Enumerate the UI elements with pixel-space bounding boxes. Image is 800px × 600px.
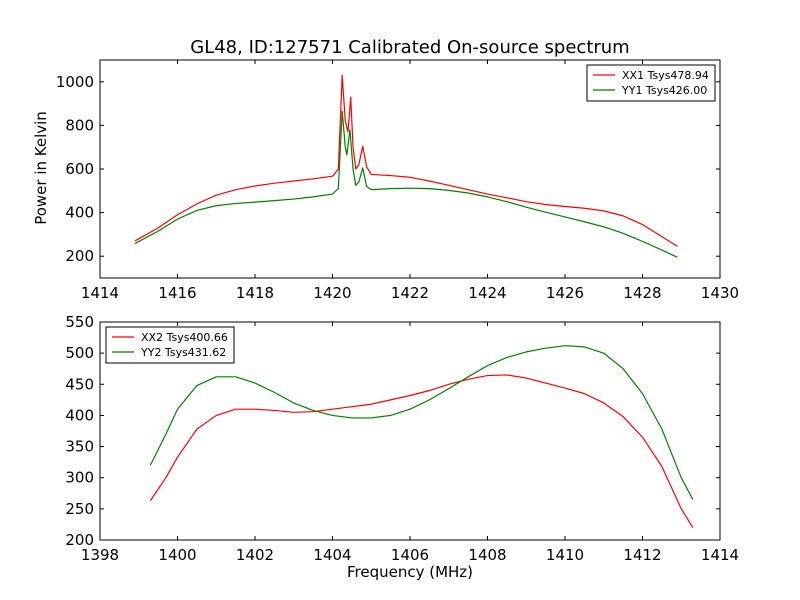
y-tick-label: 1000 xyxy=(56,73,94,91)
x-tick-label: 1414 xyxy=(81,284,119,302)
x-tick-label: 1426 xyxy=(546,284,584,302)
legend-box xyxy=(105,326,235,364)
y-tick-label: 500 xyxy=(65,344,94,362)
x-tick-label: 1404 xyxy=(313,546,351,564)
x-tick-label: 1402 xyxy=(236,546,274,564)
series-line-1 xyxy=(134,74,678,247)
y-axis-label: Power in Kelvin xyxy=(32,111,50,225)
series-line-2 xyxy=(149,345,694,500)
x-tick-label: 1418 xyxy=(236,284,274,302)
legend-label: XX2 Tsys400.66 xyxy=(141,331,228,344)
x-tick-label: 1400 xyxy=(158,546,196,564)
x-tick-label: 1414 xyxy=(701,546,739,564)
y-tick-label: 450 xyxy=(65,375,94,393)
x-axis-label: Frequency (MHz) xyxy=(347,563,473,581)
chart-title: GL48, ID:127571 Calibrated On-source spe… xyxy=(190,37,629,58)
legend-label: XX1 Tsys478.94 xyxy=(622,69,709,82)
y-tick-label: 550 xyxy=(65,313,94,331)
y-tick-label: 400 xyxy=(65,204,94,222)
x-tick-label: 1408 xyxy=(468,546,506,564)
series-line-2 xyxy=(134,110,678,258)
y-tick-label: 200 xyxy=(65,247,94,265)
x-tick-label: 1428 xyxy=(623,284,661,302)
x-tick-label: 1430 xyxy=(701,284,739,302)
bottom-panel: 1398 1400 1402 1404 1406 1408 1410 1412 1414 200 2… xyxy=(65,313,739,564)
legend-label: YY1 Tsys426.00 xyxy=(621,84,707,97)
legend-box xyxy=(586,64,716,102)
y-tick-label: 250 xyxy=(65,500,94,518)
y-tick-label: 300 xyxy=(65,469,94,487)
x-tick-label: 1420 xyxy=(313,284,351,302)
x-tick-label: 1406 xyxy=(391,546,429,564)
y-tick-label: 800 xyxy=(65,116,94,134)
x-tick-label: 1410 xyxy=(546,546,584,564)
x-tick-label: 1424 xyxy=(468,284,506,302)
legend-label: YY2 Tsys431.62 xyxy=(140,346,226,359)
top-panel: 1414 1416 1418 1420 1422 1424 1426 1428 1430 200 4… xyxy=(56,59,739,302)
x-tick-label: 1422 xyxy=(391,284,429,302)
y-tick-label: 600 xyxy=(65,160,94,178)
series-line-1 xyxy=(149,374,694,528)
y-tick-label: 200 xyxy=(65,531,94,549)
y-tick-label: 350 xyxy=(65,438,94,456)
y-tick-label: 400 xyxy=(65,406,94,424)
x-tick-label: 1412 xyxy=(623,546,661,564)
x-tick-label: 1416 xyxy=(158,284,196,302)
x-tick-label: 1398 xyxy=(81,546,119,564)
